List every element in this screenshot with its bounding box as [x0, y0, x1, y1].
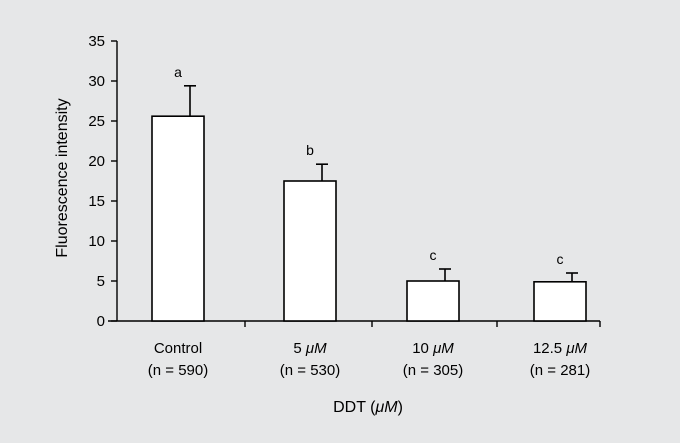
category-sublabel: (n = 530) — [280, 362, 340, 379]
category-label-unit: μM — [305, 340, 327, 357]
category-label-number: 5 — [293, 340, 306, 357]
bar — [406, 280, 460, 322]
y-tick-label: 0 — [97, 313, 105, 330]
category-labels: Control (n = 590) 5 μM (n = 530) 10 μM (n = 3… — [148, 340, 590, 379]
category-label: 5 μM — [293, 340, 327, 357]
category-sublabel: (n = 281) — [530, 362, 590, 379]
y-tick-label: 15 — [88, 193, 105, 210]
y-tick-label: 10 — [88, 233, 105, 250]
significance-letter: c — [430, 247, 437, 263]
x-axis-title-suffix: ) — [398, 399, 403, 416]
y-axis: 0 5 10 15 20 25 30 35 — [88, 33, 118, 330]
category-label-unit: μM — [432, 340, 454, 357]
category-label-number: 12.5 — [533, 340, 566, 357]
y-tick-label: 25 — [88, 113, 105, 130]
category-sublabel: (n = 305) — [403, 362, 463, 379]
x-axis — [108, 320, 601, 327]
significance-letter: b — [306, 142, 314, 158]
y-tick-label: 30 — [88, 73, 105, 90]
x-axis-title-prefix: DDT ( — [333, 399, 376, 416]
bar — [151, 115, 205, 322]
y-tick-label: 35 — [88, 33, 105, 50]
category-label-number: 10 — [412, 340, 433, 357]
category-label: 12.5 μM — [533, 340, 588, 357]
category-label-unit: μM — [565, 340, 587, 357]
bar — [283, 180, 337, 322]
y-tick-label: 5 — [97, 273, 105, 290]
x-axis-title-unit: μM — [374, 399, 398, 416]
y-axis-title: Fluorescence intensity — [54, 98, 71, 257]
category-label: Control — [154, 340, 202, 357]
x-axis-title: DDT (μM) — [333, 399, 403, 416]
significance-letters: a b c c — [174, 64, 563, 267]
category-label: 10 μM — [412, 340, 454, 357]
bars — [151, 115, 587, 322]
category-sublabel: (n = 590) — [148, 362, 208, 379]
significance-letter: a — [174, 64, 182, 80]
significance-letter: c — [557, 251, 564, 267]
error-bars — [184, 85, 578, 282]
y-tick-label: 20 — [88, 153, 105, 170]
bar — [533, 280, 587, 322]
